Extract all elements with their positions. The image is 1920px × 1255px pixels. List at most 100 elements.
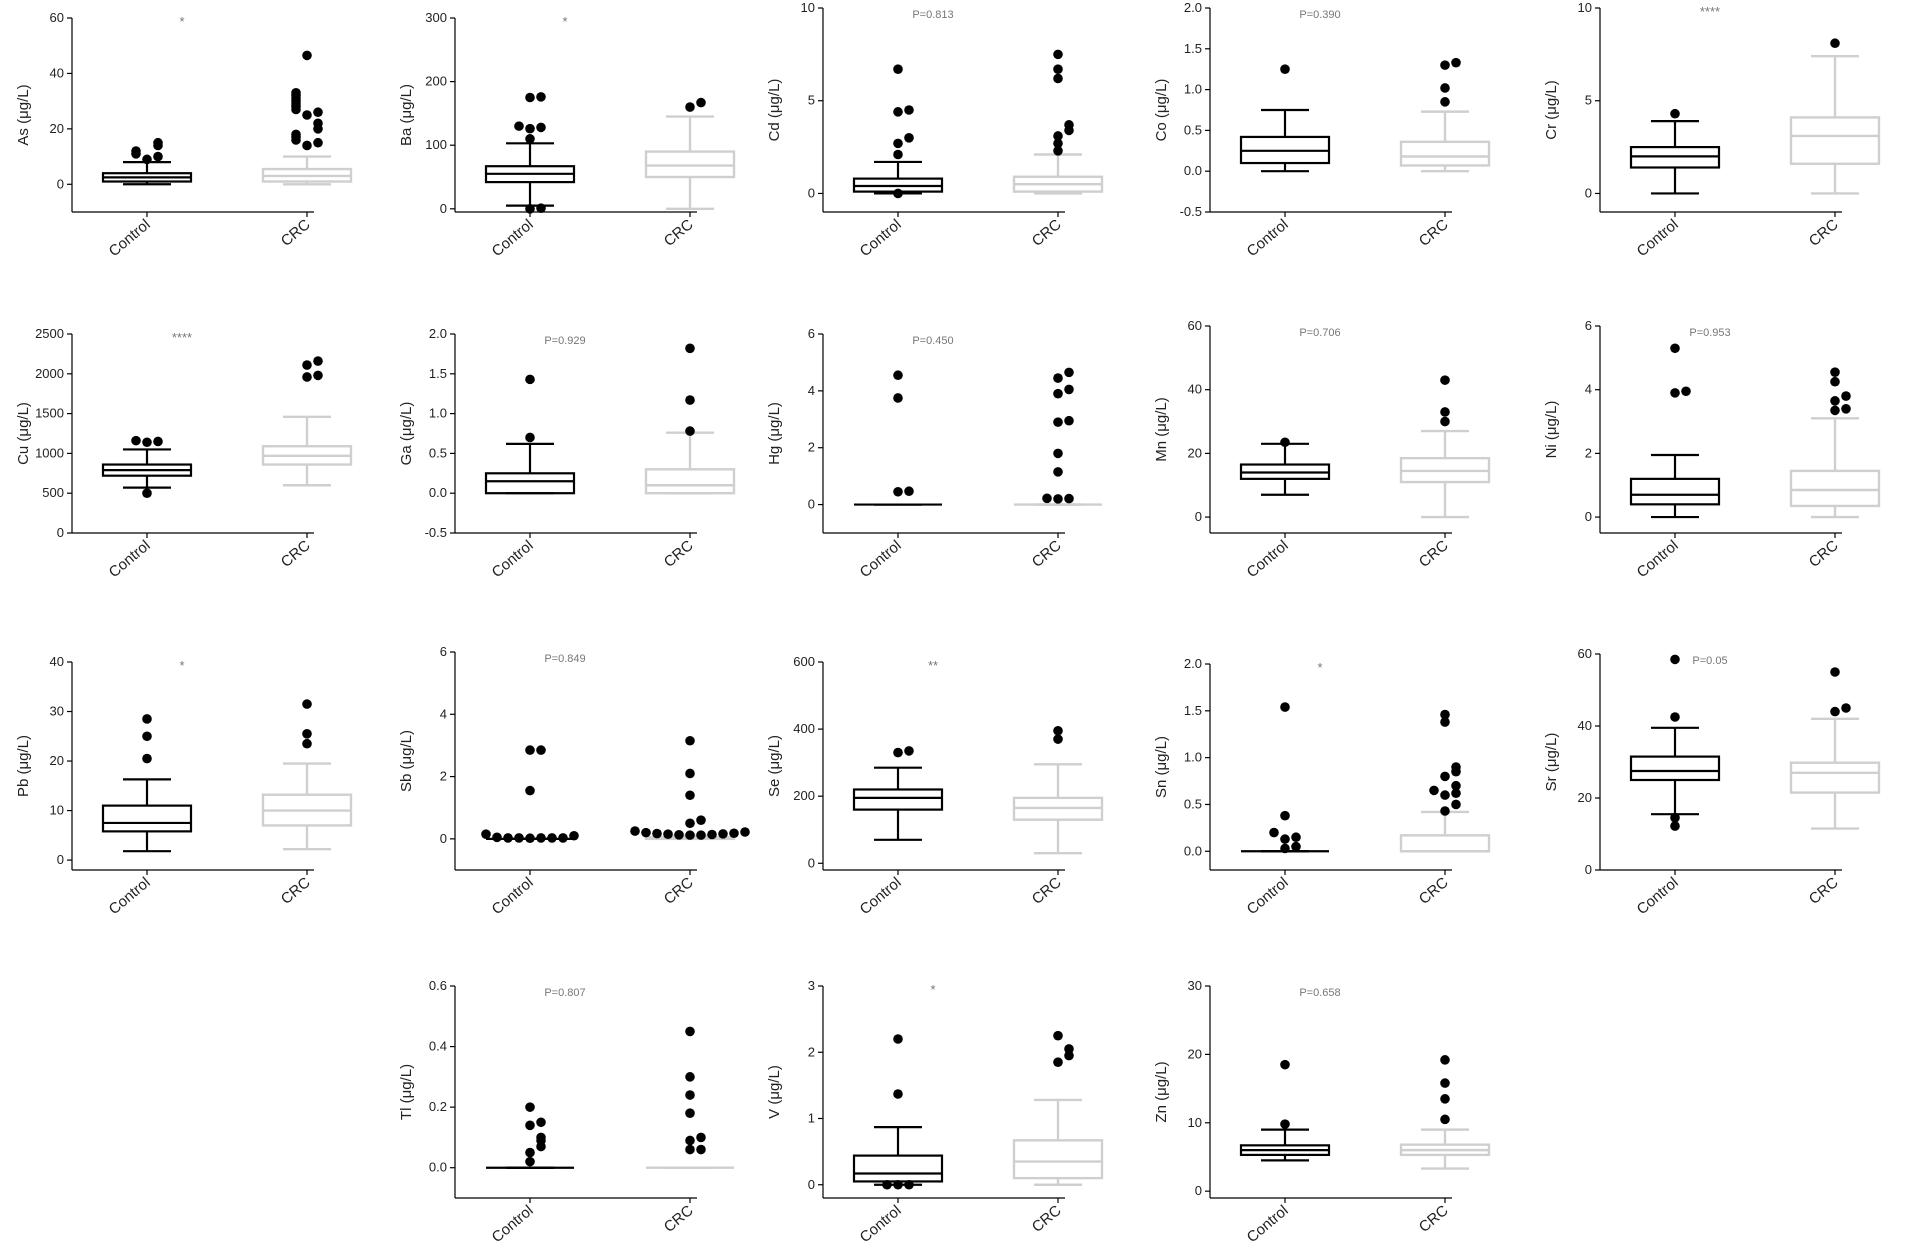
x-tick-label-control: Control	[489, 1202, 537, 1246]
outlier-point	[893, 393, 903, 403]
outlier-point	[313, 356, 323, 366]
outlier-point	[1670, 108, 1680, 119]
x-tick-label-control: Control	[1244, 874, 1292, 918]
y-tick-label: 30	[1188, 978, 1202, 993]
y-tick-label: 6	[1585, 318, 1592, 333]
significance-annotation: *	[179, 14, 184, 29]
outlier-point	[1064, 415, 1074, 426]
outlier-point	[718, 829, 728, 839]
outlier-point	[1280, 1119, 1290, 1129]
outlier-point	[1440, 1078, 1450, 1088]
y-tick-label: 0	[1585, 862, 1592, 877]
y-axis-label: Se (μg/L)	[766, 735, 783, 797]
y-tick-label: 4	[440, 706, 447, 721]
y-tick-label: 0.2	[429, 1099, 447, 1114]
outlier-point	[313, 370, 323, 381]
outlier-point	[131, 146, 141, 156]
outlier-point	[904, 486, 914, 497]
outlier-point	[536, 745, 546, 755]
outlier-point	[1042, 493, 1052, 504]
outlier-point	[893, 486, 903, 497]
y-axis-label: As (μg/L)	[15, 84, 32, 145]
outlier-point	[525, 1147, 535, 1158]
y-axis-label: Hg (μg/L)	[766, 402, 783, 465]
y-axis-label: Sr (μg/L)	[1543, 733, 1560, 792]
outlier-point	[302, 110, 312, 120]
iqr-box	[1399, 834, 1491, 853]
y-axis-label: Mn (μg/L)	[1153, 397, 1170, 462]
outlier-point	[1064, 1050, 1074, 1061]
iqr-box	[101, 804, 193, 833]
iqr-box	[644, 468, 736, 495]
outlier-point	[1440, 407, 1450, 417]
outlier-point	[1830, 376, 1840, 387]
y-tick-label: 1.5	[1184, 703, 1202, 718]
significance-annotation: **	[928, 658, 938, 673]
y-tick-label: 3	[808, 978, 815, 993]
x-tick-label-control: Control	[857, 537, 905, 581]
outlier-point	[1830, 667, 1840, 677]
outlier-point	[685, 426, 695, 436]
outlier-point	[1280, 64, 1290, 74]
y-tick-label: 0	[440, 831, 447, 846]
outlier-point	[536, 122, 546, 133]
outlier-point	[1440, 771, 1450, 782]
y-tick-label: 60	[1188, 318, 1202, 333]
y-tick-label: 5	[1585, 93, 1592, 108]
box-control	[1241, 702, 1329, 854]
x-tick-label-control: Control	[857, 216, 905, 260]
x-tick-label-crc: CRC	[1416, 1202, 1452, 1236]
outlier-point	[525, 374, 535, 385]
outlier-point	[1280, 437, 1290, 448]
y-tick-label: 60	[1578, 646, 1592, 661]
outlier-point	[291, 129, 301, 140]
y-tick-label: 0	[440, 201, 447, 216]
panel-sn: 0.0 0.5 1.0 1.5 2.0 Sn (μg/L) * Control CRC	[1153, 656, 1491, 918]
box-control	[101, 714, 193, 853]
y-tick-label: 400	[793, 721, 815, 736]
x-tick-label-control: Control	[1244, 216, 1292, 260]
outlier-point	[1440, 806, 1450, 816]
x-tick-label-crc: CRC	[1029, 1202, 1065, 1236]
y-axis-label: Ba (μg/L)	[398, 84, 415, 146]
outlier-point	[1280, 834, 1290, 844]
y-axis-label: Cu (μg/L)	[15, 402, 32, 465]
outlier-point	[1269, 827, 1279, 838]
box-crc	[1399, 1055, 1491, 1170]
significance-annotation: P=0.849	[544, 653, 585, 665]
outlier-point	[525, 432, 535, 443]
y-tick-label: 0	[1195, 509, 1202, 524]
outlier-point	[525, 833, 535, 844]
outlier-point	[740, 827, 750, 837]
y-tick-label: 20	[1188, 1046, 1202, 1061]
significance-annotation: ****	[1700, 4, 1720, 19]
outlier-point	[1440, 416, 1450, 427]
outlier-point	[1053, 49, 1063, 60]
outlier-point	[685, 768, 695, 779]
y-tick-label: 0	[808, 1177, 815, 1192]
iqr-box	[1012, 1139, 1104, 1180]
outlier-point	[696, 830, 706, 840]
iqr-box	[1399, 140, 1491, 167]
outlier-point	[1053, 467, 1063, 477]
y-tick-label: 200	[793, 788, 815, 803]
panel-ga: -0.5 0.0 0.5 1.0 1.5 2.0 Ga (μg/L) P=0.929 Contr…	[398, 326, 736, 581]
outlier-point	[1681, 386, 1691, 397]
y-tick-label: 2	[808, 440, 815, 455]
outlier-point	[1830, 396, 1840, 406]
y-tick-label: 2000	[35, 366, 64, 381]
outlier-point	[1440, 717, 1450, 727]
y-axis-label: Ni (μg/L)	[1543, 401, 1560, 459]
y-axis-label: Ga (μg/L)	[398, 402, 415, 466]
box-control	[1629, 108, 1721, 195]
y-tick-label: 0	[57, 525, 64, 540]
outlier-point	[685, 102, 695, 112]
outlier-point	[893, 64, 903, 74]
box-crc	[630, 735, 750, 841]
outlier-point	[685, 1135, 695, 1146]
outlier-point	[1440, 83, 1450, 93]
panel-tl: 0.0 0.2 0.4 0.6 Tl (μg/L) P=0.807 Control CRC	[398, 978, 734, 1246]
outlier-point	[536, 1117, 546, 1128]
outlier-point	[313, 118, 323, 129]
y-tick-label: 1500	[35, 406, 64, 421]
